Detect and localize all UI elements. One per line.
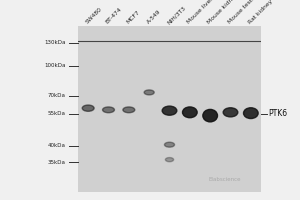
Text: Rat kidney: Rat kidney [247, 0, 274, 25]
Text: SW480: SW480 [85, 7, 103, 25]
Text: 70kDa: 70kDa [48, 93, 66, 98]
Text: 40kDa: 40kDa [48, 143, 66, 148]
Text: 130kDa: 130kDa [44, 40, 66, 45]
Ellipse shape [82, 105, 94, 111]
Text: Mouse testis: Mouse testis [227, 0, 257, 25]
Text: A-549: A-549 [146, 9, 161, 25]
Ellipse shape [182, 107, 197, 118]
Ellipse shape [164, 142, 175, 147]
Text: Mouse kidney: Mouse kidney [207, 0, 240, 25]
Ellipse shape [103, 107, 114, 113]
Ellipse shape [144, 90, 154, 95]
Ellipse shape [123, 107, 135, 113]
Text: 35kDa: 35kDa [48, 160, 66, 165]
Ellipse shape [162, 106, 177, 115]
Ellipse shape [244, 108, 258, 119]
Text: MCF7: MCF7 [125, 10, 141, 25]
Text: NIH/3T3: NIH/3T3 [166, 5, 186, 25]
Text: PTK6: PTK6 [268, 109, 288, 118]
Text: Mouse liver: Mouse liver [186, 0, 214, 25]
Text: BT-474: BT-474 [105, 7, 123, 25]
Ellipse shape [203, 109, 218, 122]
Text: 55kDa: 55kDa [48, 111, 66, 116]
Ellipse shape [223, 108, 238, 117]
Text: 100kDa: 100kDa [44, 63, 66, 68]
Ellipse shape [165, 158, 174, 162]
Text: Elabscience: Elabscience [208, 177, 241, 182]
